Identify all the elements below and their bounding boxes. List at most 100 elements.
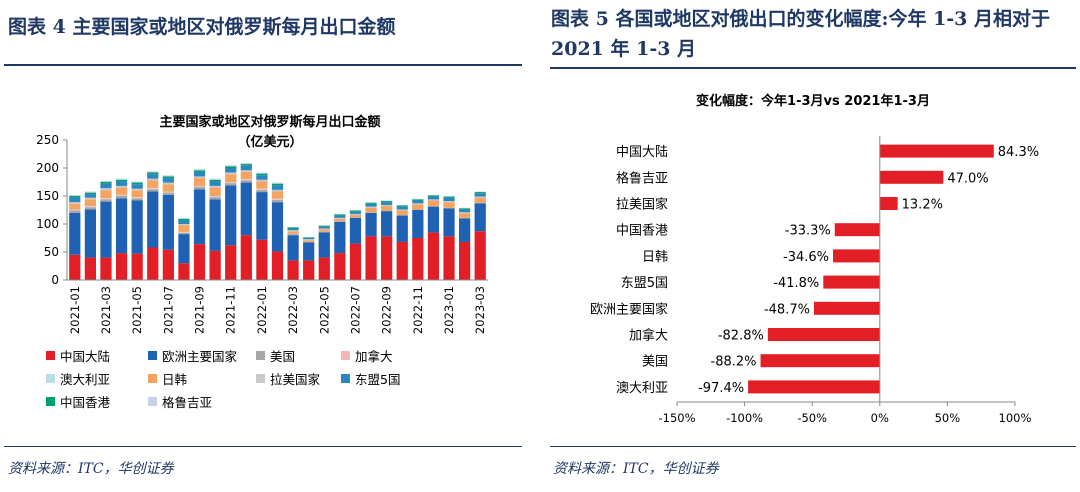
bar-segment-2021-01-欧洲主要国家 — [69, 212, 81, 255]
bar-segment-2023-02-格鲁吉亚 — [458, 207, 471, 209]
bar-segment-2022-07-中国大陆 — [349, 243, 362, 280]
bar-segment-2021-05-格鲁吉亚 — [131, 181, 143, 183]
bar-segment-2023-01-格鲁吉亚 — [443, 196, 455, 197]
bar-segment-2023-02-中国香港 — [458, 208, 471, 210]
hbar-category-label: 东盟5国 — [621, 276, 668, 291]
bar-segment-2022-03-欧洲主要国家 — [287, 235, 299, 261]
bar-segment-2023-02-拉美国家 — [458, 212, 471, 214]
bar-segment-2021-06-中国香港 — [147, 172, 159, 175]
x-tick-label: 2022-07 — [348, 286, 362, 334]
bar-segment-2023-01-东盟5国 — [443, 197, 455, 202]
bar-segment-2023-01-美国 — [443, 207, 455, 209]
bar-segment-2021-12-加拿大 — [240, 179, 252, 181]
bar-segment-2021-09-格鲁吉亚 — [193, 169, 206, 171]
bar-segment-2022-07-美国 — [349, 217, 362, 218]
bar-segment-2023-02-日韩 — [458, 213, 471, 218]
hbar-日韩 — [833, 249, 880, 263]
hbar-data-label: -97.4% — [698, 381, 744, 396]
bar-segment-2022-09-美国 — [381, 210, 393, 212]
bar-segment-2023-02-东盟5国 — [458, 209, 471, 213]
legend-swatch — [46, 350, 55, 360]
bar-segment-2022-12-中国香港 — [427, 195, 440, 197]
bar-segment-2021-09-中国大陆 — [193, 244, 206, 280]
y-tick-label: 250 — [36, 133, 59, 147]
stacked-chart-title: 主要国家或地区对俄罗斯每月出口金额 — [159, 114, 380, 130]
legend-swatch — [341, 350, 350, 360]
hbar-加拿大 — [767, 328, 880, 341]
x-tick-label: 2021-11 — [224, 286, 238, 334]
bar-segment-2022-01-日韩 — [256, 181, 268, 189]
bar-segment-2021-03-拉美国家 — [100, 188, 112, 191]
bar-segment-2023-01-欧洲主要国家 — [443, 208, 455, 237]
bar-segment-2021-04-拉美国家 — [115, 185, 128, 188]
bar-segment-2021-11-加拿大 — [225, 182, 237, 184]
hbar-x-tick-label: 100% — [999, 411, 1032, 425]
bar-segment-2022-06-拉美国家 — [334, 217, 346, 219]
bar-segment-2021-02-加拿大 — [84, 206, 97, 208]
right-title-rule — [550, 67, 1076, 69]
bar-segment-2021-10-欧洲主要国家 — [209, 199, 221, 251]
bar-segment-2022-06-欧洲主要国家 — [334, 221, 346, 254]
bar-segment-2021-12-美国 — [240, 180, 252, 183]
bar-segment-2022-05-中国大陆 — [318, 257, 330, 280]
bar-segment-2021-08-日韩 — [178, 225, 190, 232]
bar-segment-2022-10-欧洲主要国家 — [396, 215, 408, 242]
left-title-rule — [4, 64, 522, 66]
bar-segment-2023-03-中国大陆 — [474, 231, 486, 280]
hbar-美国 — [760, 354, 880, 368]
bar-segment-2021-04-中国大陆 — [115, 253, 128, 280]
bar-segment-2021-06-中国大陆 — [147, 247, 159, 280]
hbar-category-label: 欧洲主要国家 — [590, 301, 668, 317]
legend-item: 东盟5国 — [341, 368, 431, 388]
legend-label: 澳大利亚 — [60, 371, 111, 387]
bar-segment-2021-06-东盟5国 — [147, 174, 159, 179]
hbar-x-tick-label: 0% — [871, 411, 889, 425]
bar-segment-2022-11-东盟5国 — [412, 200, 424, 204]
bar-segment-2022-10-中国香港 — [396, 205, 408, 207]
x-tick-label: 2022-09 — [380, 286, 394, 334]
bar-segment-2021-05-东盟5国 — [131, 184, 143, 189]
bar-segment-2023-02-欧洲主要国家 — [458, 218, 471, 242]
y-tick-label: 150 — [36, 189, 59, 203]
bar-segment-2022-02-日韩 — [271, 191, 284, 199]
hbar-中国香港 — [834, 223, 880, 237]
bar-segment-2023-02-中国大陆 — [458, 241, 471, 280]
bar-segment-2021-12-中国大陆 — [240, 235, 252, 280]
bar-segment-2021-01-日韩 — [69, 203, 81, 210]
bar-segment-2021-10-日韩 — [209, 187, 221, 196]
bar-segment-2021-02-美国 — [84, 207, 97, 210]
bar-segment-2022-10-东盟5国 — [396, 206, 408, 210]
bar-segment-2021-02-格鲁吉亚 — [84, 191, 97, 193]
bar-segment-2022-12-东盟5国 — [427, 196, 440, 200]
bar-segment-2021-09-美国 — [193, 187, 206, 190]
bar-segment-2021-03-美国 — [100, 199, 112, 202]
bar-segment-2023-03-东盟5国 — [474, 193, 486, 197]
bar-segment-2022-05-东盟5国 — [318, 226, 330, 229]
bar-segment-2021-04-东盟5国 — [115, 181, 128, 186]
bar-segment-2022-05-拉美国家 — [318, 228, 330, 230]
bar-segment-2021-04-澳大利亚 — [115, 194, 128, 196]
left-source-note: 资料来源：ITC，华创证券 — [8, 461, 174, 477]
bar-segment-2021-11-澳大利亚 — [225, 182, 237, 183]
bar-segment-2021-03-加拿大 — [100, 198, 112, 200]
x-tick-label: 2021-03 — [99, 286, 113, 334]
bar-segment-2021-09-欧洲主要国家 — [193, 189, 206, 245]
bar-segment-2021-04-中国香港 — [115, 179, 128, 182]
hbar-chart-title: 变化幅度：今年1-3月vs 2021年1-3月 — [696, 93, 930, 109]
hbar-中国大陆 — [879, 144, 994, 158]
bar-segment-2023-03-欧洲主要国家 — [474, 203, 486, 232]
hbar-data-label: -82.8% — [718, 329, 764, 344]
legend-label: 欧洲主要国家 — [162, 348, 238, 364]
bar-segment-2021-06-日韩 — [147, 180, 159, 189]
bar-segment-2021-11-中国香港 — [225, 166, 237, 168]
legend-item: 日韩 — [148, 368, 256, 388]
bar-segment-2021-03-中国大陆 — [100, 257, 112, 280]
bar-segment-2022-05-格鲁吉亚 — [318, 225, 330, 226]
legend-label: 中国大陆 — [60, 348, 111, 364]
legend-swatch — [256, 350, 265, 360]
bar-segment-2021-07-格鲁吉亚 — [162, 175, 174, 177]
legend-swatch — [256, 373, 265, 383]
x-tick-label: 2021-07 — [161, 286, 175, 334]
bar-segment-2022-06-中国大陆 — [334, 253, 346, 280]
bar-segment-2021-09-日韩 — [193, 178, 206, 186]
